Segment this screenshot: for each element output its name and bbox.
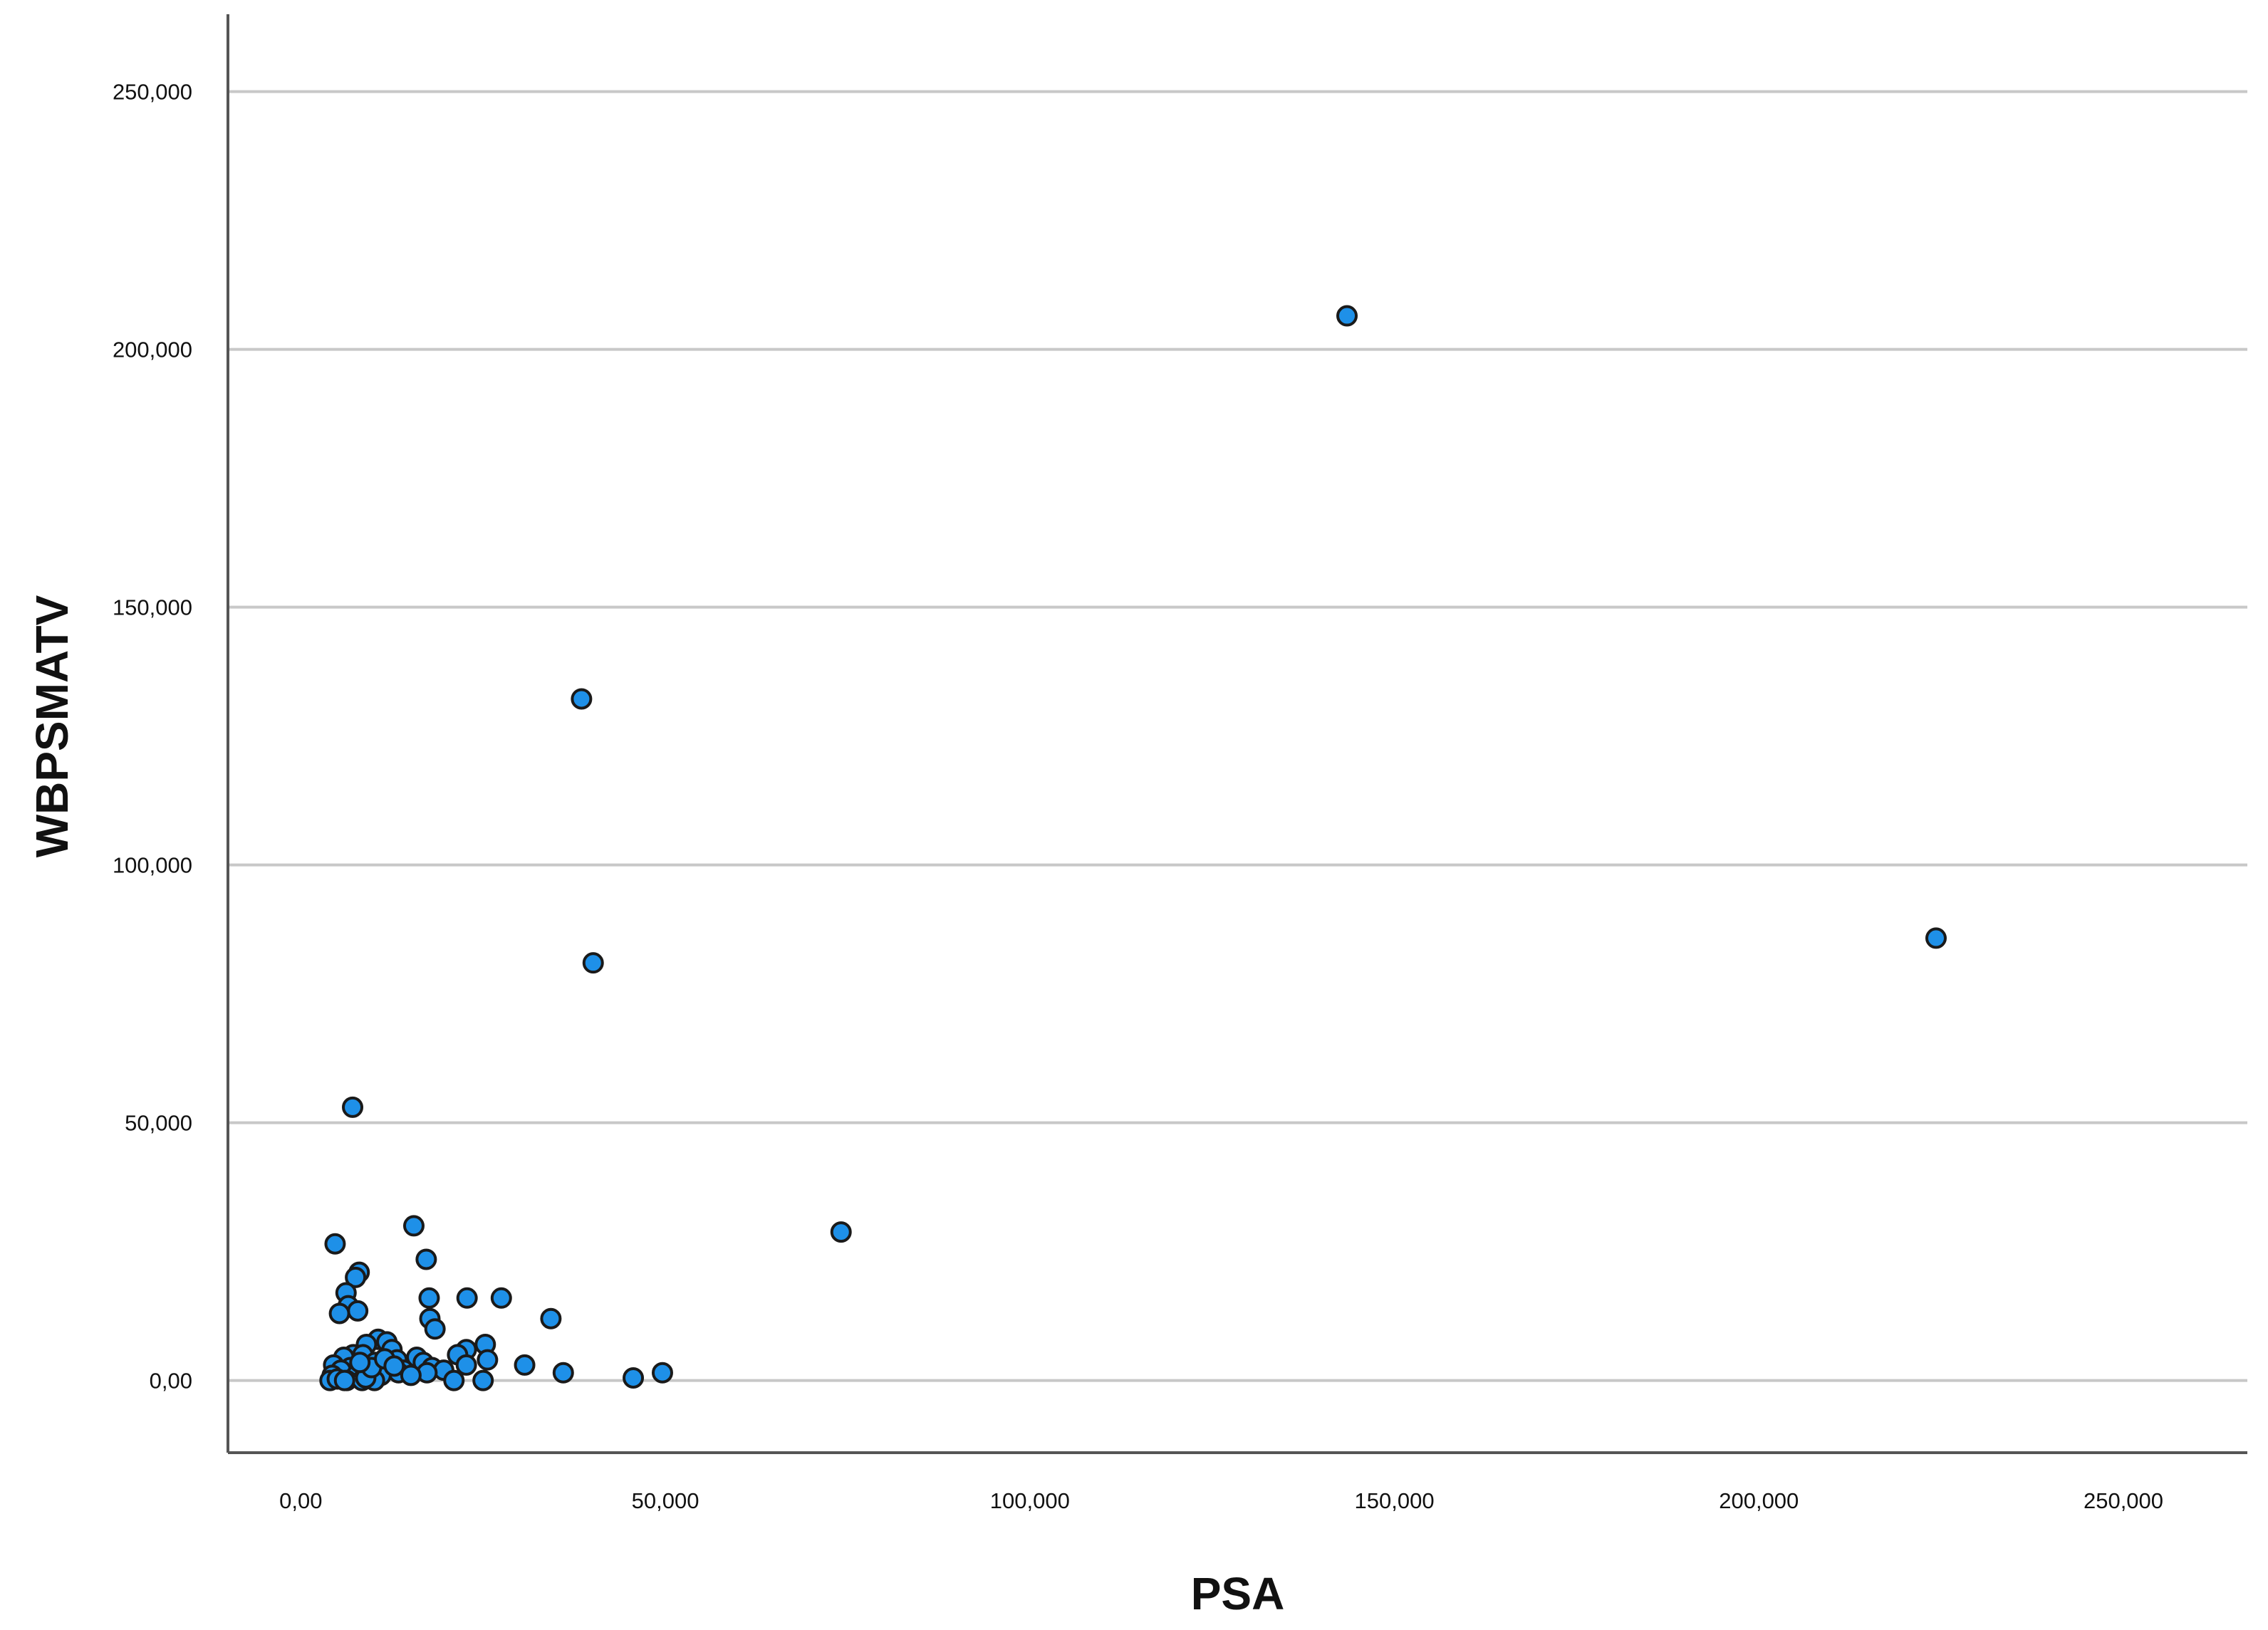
y-tick-labels: 0,00 50,000 100,000 150,000 200,000 250,000 bbox=[113, 80, 192, 1394]
x-tick-labels: 0,00 50,000 100,000 150,000 200,000 250,000 bbox=[279, 1488, 2163, 1513]
data-point-12 bbox=[418, 1287, 440, 1309]
data-point-66 bbox=[349, 1352, 371, 1374]
data-point-39 bbox=[455, 1354, 477, 1376]
data-point-16 bbox=[347, 1300, 369, 1322]
data-point-4 bbox=[830, 1221, 852, 1243]
y-tick-label-0: 0,00 bbox=[150, 1369, 192, 1394]
data-point-54 bbox=[400, 1364, 422, 1386]
data-point-2 bbox=[571, 688, 593, 710]
data-point-0 bbox=[1336, 305, 1358, 327]
data-point-17 bbox=[328, 1302, 350, 1325]
data-point-13 bbox=[456, 1287, 478, 1309]
data-point-47 bbox=[651, 1362, 673, 1384]
data-point-6 bbox=[402, 1215, 425, 1237]
x-tick-label-2: 100,000 bbox=[990, 1488, 1070, 1513]
x-tick-label-5: 250,000 bbox=[2084, 1488, 2163, 1513]
data-point-56 bbox=[443, 1369, 465, 1391]
data-point-20 bbox=[424, 1318, 446, 1340]
data-point-68 bbox=[383, 1355, 405, 1377]
data-point-3 bbox=[582, 952, 604, 974]
y-tick-label-4: 200,000 bbox=[113, 338, 192, 362]
x-tick-label-1: 50,000 bbox=[632, 1488, 699, 1513]
data-point-10 bbox=[345, 1266, 367, 1288]
data-point-33 bbox=[477, 1349, 499, 1371]
y-tick-label-1: 50,000 bbox=[125, 1111, 192, 1136]
x-axis-title: PSA bbox=[1191, 1568, 1285, 1619]
data-point-5 bbox=[342, 1096, 364, 1118]
y-tick-label-5: 250,000 bbox=[113, 80, 192, 105]
axes bbox=[227, 14, 2247, 1454]
data-point-7 bbox=[324, 1233, 346, 1255]
gridlines bbox=[228, 90, 2247, 1382]
data-point-57 bbox=[472, 1369, 494, 1391]
data-point-19 bbox=[540, 1307, 562, 1329]
x-tick-label-4: 200,000 bbox=[1719, 1488, 1799, 1513]
data-point-55 bbox=[623, 1367, 645, 1389]
data-point-64 bbox=[333, 1369, 355, 1391]
y-tick-label-3: 150,000 bbox=[113, 595, 192, 620]
y-axis-title: WBPSMATV bbox=[26, 595, 78, 857]
y-tick-label-2: 100,000 bbox=[113, 853, 192, 878]
data-point-14 bbox=[490, 1287, 512, 1309]
data-points bbox=[319, 305, 1947, 1391]
data-point-36 bbox=[514, 1354, 536, 1376]
data-point-46 bbox=[552, 1362, 574, 1384]
x-tick-label-0: 0,00 bbox=[279, 1488, 322, 1513]
data-point-1 bbox=[1925, 927, 1947, 949]
x-tick-label-3: 150,000 bbox=[1355, 1488, 1435, 1513]
data-point-8 bbox=[415, 1248, 437, 1270]
